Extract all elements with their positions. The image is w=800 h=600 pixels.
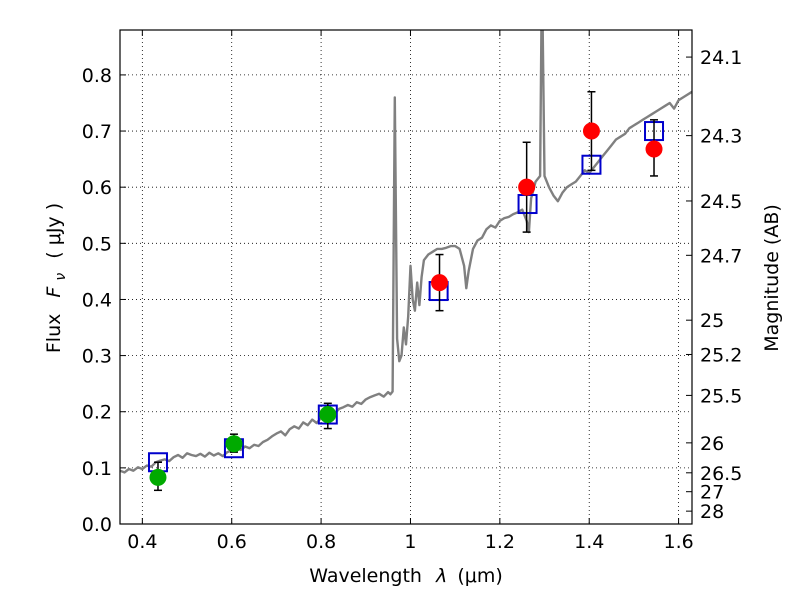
y2-tick-label: 27 xyxy=(700,482,724,504)
y2-tick-label: 24.5 xyxy=(700,191,742,213)
y-axis-label-subscript: ν xyxy=(53,273,69,281)
y-tick-label: 0.8 xyxy=(82,65,112,87)
data-point xyxy=(645,140,663,158)
y2-axis-label: Magnitude (AB) xyxy=(761,204,783,352)
y-axis-label-symbol: F xyxy=(43,286,65,298)
data-point xyxy=(225,435,243,453)
x-tick-label: 1 xyxy=(404,531,416,553)
y-axis-label: Flux F ν ( μJy ) xyxy=(43,203,70,353)
x-tick-label: 1.6 xyxy=(663,531,693,553)
y-tick-label: 0.5 xyxy=(82,233,112,255)
data-point xyxy=(431,274,449,292)
y-tick-label: 0.7 xyxy=(82,121,112,143)
y-tick-label: 0.2 xyxy=(82,402,112,424)
y2-tick-label: 24.1 xyxy=(700,47,742,69)
spectrum-line xyxy=(120,30,692,474)
grid xyxy=(120,30,692,525)
plot-frame xyxy=(119,29,693,525)
y-tick-label: 0.3 xyxy=(82,346,112,368)
x-axis-label: Wavelength λ (μm) xyxy=(309,565,502,587)
y2-tick-label: 26.5 xyxy=(700,463,742,485)
x-tick-label: 0.6 xyxy=(217,531,247,553)
x-tick-label: 1.4 xyxy=(574,531,604,553)
y-tick-label: 0.0 xyxy=(82,514,112,536)
y-tick-label: 0.6 xyxy=(82,177,112,199)
x-tick-label: 0.4 xyxy=(127,531,157,553)
x-tick-label: 0.8 xyxy=(306,531,336,553)
y-tick-label: 0.4 xyxy=(82,289,112,311)
y-tick-label: 0.1 xyxy=(82,458,112,480)
data-point xyxy=(149,468,167,486)
y-axis-label-unit: ( μJy ) xyxy=(43,203,65,259)
plot-area xyxy=(120,30,692,492)
data-point xyxy=(518,178,536,196)
y2-tick-label: 24.7 xyxy=(700,245,742,267)
data-point xyxy=(582,122,600,140)
y-axis-label-main: Flux xyxy=(43,314,65,354)
y2-tick-label: 25.5 xyxy=(700,385,742,407)
x-axis-label-symbol: λ xyxy=(435,565,447,587)
x-axis-label-unit: (μm) xyxy=(457,565,502,587)
y2-tick-label: 26 xyxy=(700,433,724,455)
data-point xyxy=(319,406,337,424)
y2-tick-label: 24.3 xyxy=(700,126,742,148)
y2-tick-label: 25.2 xyxy=(700,344,742,366)
ticks: 0.4 0.6 0.8 1 1.2 1.4 1.6 0.0 0.1 0.2 0.3 0.4 0.5 0.6… xyxy=(82,30,742,553)
y2-tick-label: 28 xyxy=(700,501,724,523)
x-axis-label-main: Wavelength xyxy=(309,565,422,587)
y2-tick-label: 25 xyxy=(700,310,724,332)
x-tick-label: 1.2 xyxy=(485,531,515,553)
